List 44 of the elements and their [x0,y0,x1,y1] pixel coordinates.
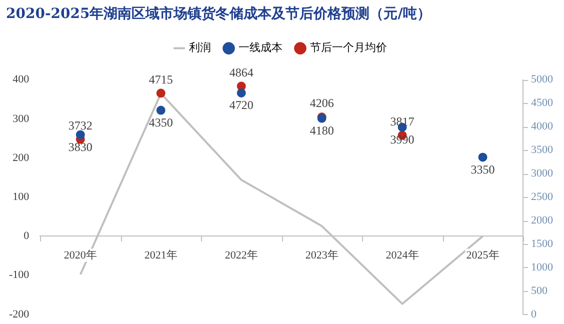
chart-title: 2020-2025年湖南区域市场镇货冬储成本及节后价格预测（元/吨） [6,5,431,22]
y-tick-label: 100 [12,190,30,203]
data-label: 4720 [229,98,254,112]
y2-tick-label: 4000 [531,120,554,133]
data-label: 4350 [148,115,173,130]
y2-tick-label: 3500 [531,144,554,156]
y2-tick-label: 1500 [531,238,554,250]
y-tick-label: 0 [24,230,30,242]
x-tick-label: 2025年 [466,250,500,262]
x-tick-label: 2023年 [305,250,338,262]
data-label: 4180 [310,123,334,138]
legend-label: 一线成本 [238,41,282,54]
y2-tick-label: 1000 [531,261,554,274]
point [156,106,166,115]
point [76,130,85,140]
x-tick-label: 2021年 [144,250,178,262]
y2-tick-label: 2000 [531,214,554,226]
y2-tick-label: 3000 [531,168,554,180]
y-tick-label: -100 [8,269,30,282]
y-tick-label: 400 [12,74,30,86]
legend-label: 节后一个月均价 [310,41,387,54]
data-label: 3830 [68,140,92,154]
y-tick-label: -200 [8,308,30,320]
data-label: 3990 [390,132,414,146]
legend-label: 利润 [188,41,211,54]
y-tick-label: 300 [12,112,30,125]
y2-tick-label: 2500 [531,190,554,203]
x-tick-label: 2020年 [64,250,97,262]
point [156,88,166,98]
y2-tick-label: 0 [531,308,537,320]
data-label: 4864 [229,65,254,80]
point [236,88,246,98]
x-tick-label: 2022年 [224,250,258,262]
data-label: 4206 [310,96,334,110]
y2-tick-label: 4500 [531,97,554,110]
y2-tick-label: 5000 [531,74,554,86]
data-label: 4715 [148,72,173,86]
point [478,152,488,162]
data-label: 3732 [68,118,92,132]
y2-tick-label: 500 [531,284,548,297]
data-label: 3350 [470,162,495,176]
y-tick-label: 200 [12,152,30,164]
data-label: 3817 [390,114,414,128]
x-tick-label: 2024年 [386,250,419,262]
